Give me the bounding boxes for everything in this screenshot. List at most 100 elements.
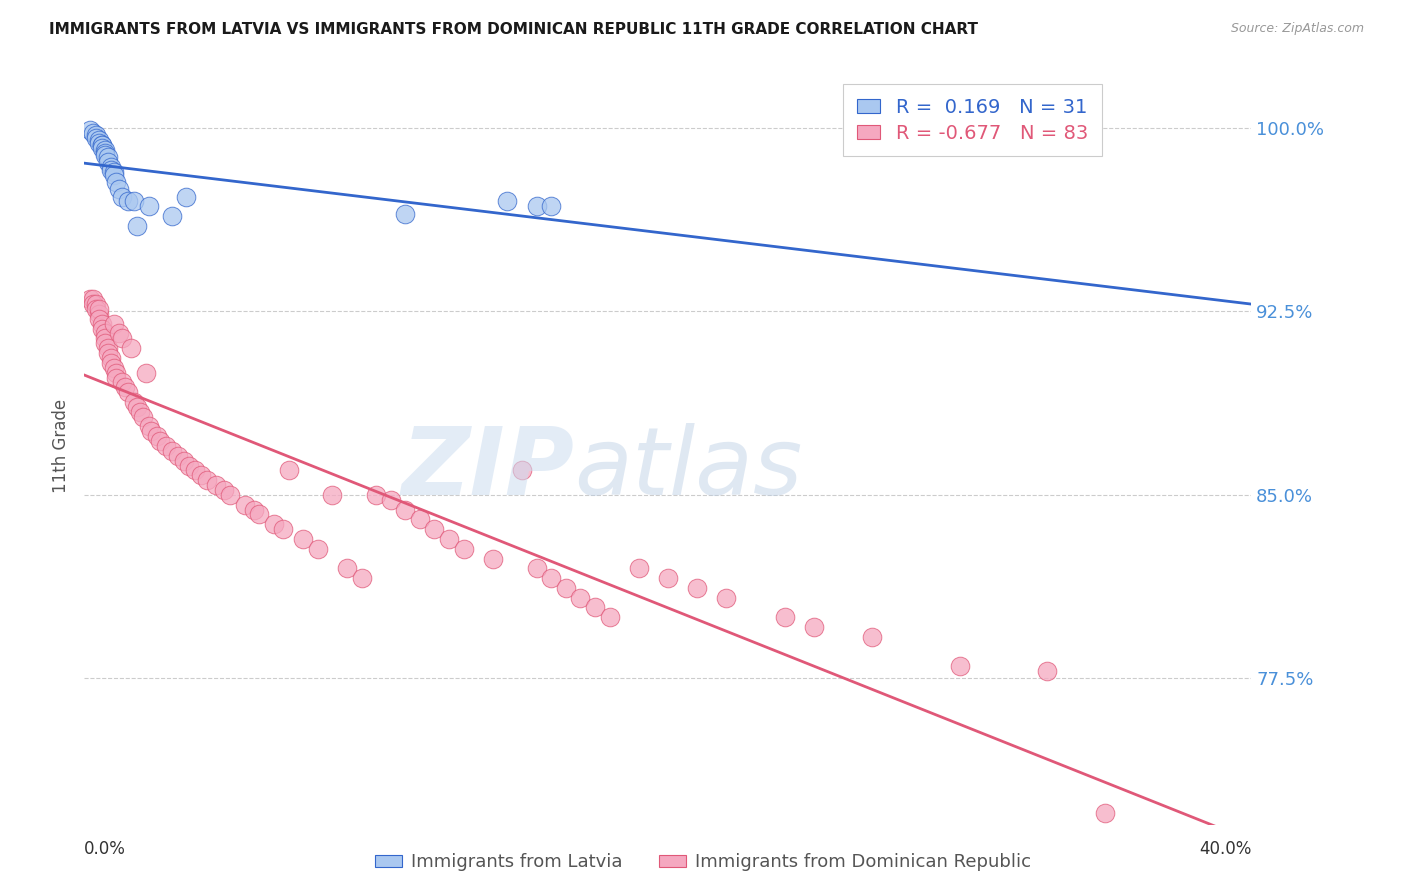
Point: [184, 463, 207, 477]
Y-axis label: 11th Grade: 11th Grade: [52, 399, 70, 493]
Point: [146, 429, 169, 443]
Point: [1094, 805, 1116, 820]
Point: [94, 326, 117, 341]
Point: [138, 199, 160, 213]
Point: [437, 532, 460, 546]
Point: [90, 138, 112, 153]
Point: [105, 370, 128, 384]
Point: [292, 532, 315, 546]
Point: [94, 143, 117, 157]
Point: [135, 366, 157, 380]
Point: [94, 145, 117, 160]
Point: [97, 155, 120, 169]
Point: [82, 292, 104, 306]
Point: [103, 168, 125, 182]
Point: [949, 659, 972, 673]
Point: [79, 123, 101, 137]
Point: [173, 453, 195, 467]
Point: [90, 317, 112, 331]
Point: [79, 292, 101, 306]
Point: [350, 571, 373, 585]
Point: [336, 561, 359, 575]
Point: [128, 405, 150, 419]
Point: [100, 160, 122, 174]
Point: [122, 194, 145, 209]
Point: [510, 463, 533, 477]
Point: [125, 219, 148, 233]
Point: [97, 346, 120, 360]
Point: [366, 488, 388, 502]
Text: Source: ZipAtlas.com: Source: ZipAtlas.com: [1230, 22, 1364, 36]
Point: [482, 551, 505, 566]
Point: [204, 478, 226, 492]
Point: [554, 581, 576, 595]
Point: [84, 297, 107, 311]
Point: [125, 400, 148, 414]
Point: [94, 148, 117, 162]
Point: [271, 522, 294, 536]
Point: [87, 301, 110, 316]
Legend: R =  0.169   N = 31, R = -0.677   N = 83: R = 0.169 N = 31, R = -0.677 N = 83: [844, 84, 1101, 156]
Point: [87, 136, 110, 150]
Point: [496, 194, 519, 209]
Point: [423, 522, 446, 536]
Point: [94, 336, 117, 351]
Point: [84, 301, 107, 316]
Point: [686, 581, 709, 595]
Point: [84, 128, 107, 143]
Point: [111, 189, 134, 203]
Point: [100, 162, 122, 177]
Point: [409, 512, 432, 526]
Point: [132, 409, 155, 424]
Point: [87, 307, 110, 321]
Point: [87, 133, 110, 147]
Text: atlas: atlas: [575, 423, 803, 515]
Point: [773, 610, 796, 624]
Point: [195, 473, 218, 487]
Point: [114, 380, 136, 394]
Point: [321, 488, 343, 502]
Point: [105, 175, 128, 189]
Point: [540, 571, 562, 585]
Point: [122, 395, 145, 409]
Point: [394, 207, 416, 221]
Point: [111, 376, 134, 390]
Point: [160, 209, 183, 223]
Point: [190, 468, 212, 483]
Point: [540, 199, 562, 213]
Point: [111, 331, 134, 345]
Point: [242, 502, 264, 516]
Point: [108, 326, 131, 341]
Point: [90, 140, 112, 154]
Point: [100, 356, 122, 370]
Point: [249, 508, 271, 522]
Point: [627, 561, 650, 575]
Point: [103, 360, 125, 375]
Point: [176, 189, 198, 203]
Point: [453, 541, 475, 556]
Point: [87, 311, 110, 326]
Point: [120, 341, 142, 355]
Text: 40.0%: 40.0%: [1199, 840, 1251, 858]
Point: [108, 182, 131, 196]
Point: [82, 297, 104, 311]
Point: [307, 541, 329, 556]
Text: ZIP: ZIP: [402, 423, 575, 515]
Text: IMMIGRANTS FROM LATVIA VS IMMIGRANTS FROM DOMINICAN REPUBLIC 11TH GRADE CORRELAT: IMMIGRANTS FROM LATVIA VS IMMIGRANTS FRO…: [49, 22, 979, 37]
Point: [100, 351, 122, 365]
Point: [657, 571, 679, 585]
Point: [103, 165, 125, 179]
Point: [103, 317, 125, 331]
Point: [82, 126, 104, 140]
Point: [141, 425, 163, 439]
Point: [166, 449, 188, 463]
Point: [97, 341, 120, 355]
Point: [155, 439, 177, 453]
Point: [138, 419, 160, 434]
Point: [117, 194, 139, 209]
Point: [90, 321, 112, 335]
Point: [526, 561, 548, 575]
Point: [380, 492, 402, 507]
Point: [233, 498, 256, 512]
Point: [599, 610, 621, 624]
